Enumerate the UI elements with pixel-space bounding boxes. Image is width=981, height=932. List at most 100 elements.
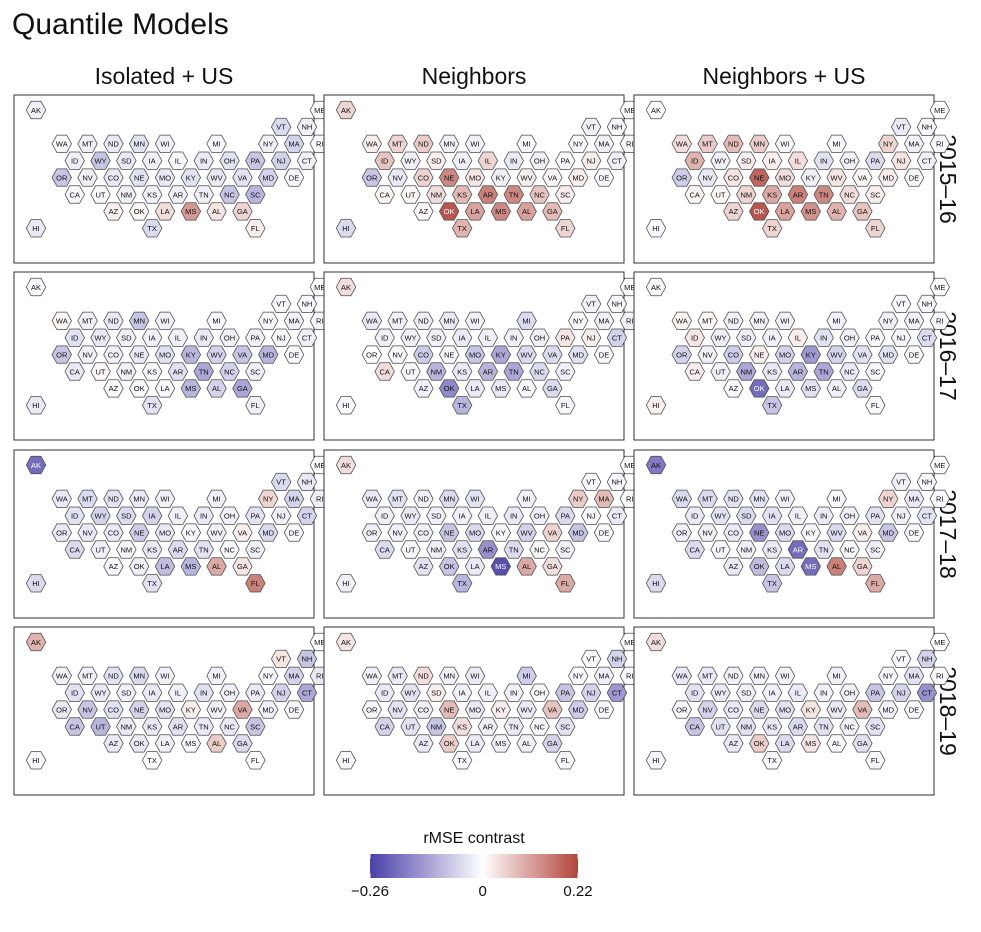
state-label: NJ bbox=[897, 512, 906, 521]
state-hex bbox=[219, 362, 240, 381]
state-label: VT bbox=[896, 655, 906, 664]
state-hex bbox=[464, 345, 486, 364]
state-hex bbox=[283, 345, 305, 364]
state-label: SD bbox=[741, 689, 752, 698]
column-title: Neighbors + US bbox=[703, 63, 866, 89]
state-hex bbox=[296, 472, 318, 491]
state-label: AL bbox=[212, 739, 221, 748]
state-hex bbox=[296, 151, 318, 170]
state-label: OR bbox=[56, 173, 68, 182]
state-hex bbox=[270, 294, 292, 313]
state-label: WI bbox=[160, 495, 169, 504]
state-hex bbox=[606, 649, 628, 668]
state-hex bbox=[361, 666, 383, 685]
state-hex bbox=[671, 134, 692, 153]
state-hex bbox=[774, 379, 796, 398]
state-label: MS bbox=[495, 562, 506, 571]
state-hex bbox=[749, 734, 770, 753]
state-hex bbox=[878, 311, 899, 330]
state-hex bbox=[232, 345, 253, 364]
state-label: CT bbox=[302, 512, 312, 521]
state-label: NH bbox=[611, 655, 622, 664]
state-hex bbox=[387, 311, 408, 330]
state-hex bbox=[516, 523, 537, 542]
state-label: RI bbox=[936, 672, 944, 681]
state-label: NH bbox=[921, 655, 932, 664]
state-hex bbox=[787, 328, 809, 347]
hexmap-panel: AK ME VT NH WA MT ND MN WI MI NY MA RI ID WY SD IA IL IN OH… bbox=[323, 626, 640, 796]
state-label: KY bbox=[496, 173, 506, 182]
state-hex bbox=[451, 219, 473, 238]
state-hex bbox=[555, 574, 576, 593]
state-hex bbox=[723, 557, 744, 576]
state-hex bbox=[903, 345, 925, 364]
column-titles: Isolated + US Neighbors Neighbors + US bbox=[95, 63, 866, 89]
state-hex bbox=[103, 311, 124, 330]
state-hex bbox=[258, 523, 279, 542]
state-hex bbox=[929, 455, 950, 475]
state-label: NH bbox=[921, 478, 932, 487]
state-label: TN bbox=[819, 367, 829, 376]
state-hex bbox=[426, 506, 447, 525]
state-label: SC bbox=[250, 722, 261, 731]
state-hex bbox=[542, 523, 563, 542]
state-hex bbox=[128, 734, 150, 753]
state-hex bbox=[878, 345, 899, 364]
state-hex bbox=[761, 219, 783, 238]
state-label: PA bbox=[561, 157, 570, 166]
state-label: IA bbox=[769, 334, 776, 343]
state-hex bbox=[529, 151, 550, 170]
state-hex bbox=[270, 683, 292, 702]
state-hex bbox=[606, 506, 628, 525]
state-label: ID bbox=[381, 334, 389, 343]
state-hex bbox=[890, 328, 912, 347]
state-label: NY bbox=[573, 495, 583, 504]
state-label: WI bbox=[780, 140, 789, 149]
state-label: NJ bbox=[277, 157, 286, 166]
state-hex bbox=[154, 311, 176, 330]
state-label: VT bbox=[896, 300, 906, 309]
state-hex bbox=[400, 506, 421, 525]
state-label: TX bbox=[147, 579, 157, 588]
state-label: PA bbox=[871, 334, 880, 343]
state-hex bbox=[490, 202, 512, 221]
state-label: MD bbox=[262, 705, 274, 714]
state-label: NV bbox=[82, 173, 92, 182]
state-hex bbox=[128, 345, 150, 364]
colorbar-title: rMSE contrast bbox=[423, 830, 525, 847]
state-label: ND bbox=[728, 140, 739, 149]
state-label: SD bbox=[121, 689, 132, 698]
state-label: PA bbox=[561, 512, 570, 521]
state-hex bbox=[774, 666, 796, 685]
state-hex bbox=[258, 700, 279, 719]
state-hex bbox=[529, 362, 550, 381]
state-hex bbox=[774, 523, 796, 542]
state-hex bbox=[839, 506, 860, 525]
state-hex bbox=[749, 134, 770, 153]
state-hex bbox=[413, 168, 434, 187]
state-label: IN bbox=[820, 157, 828, 166]
state-hex bbox=[684, 540, 705, 559]
state-label: ME bbox=[934, 461, 945, 470]
state-label: NY bbox=[263, 495, 273, 504]
state-label: ME bbox=[624, 638, 635, 647]
state-hex bbox=[503, 328, 524, 347]
state-label: IN bbox=[200, 689, 208, 698]
state-label: AZ bbox=[729, 207, 739, 216]
state-label: SD bbox=[431, 512, 442, 521]
state-label: CA bbox=[69, 190, 79, 199]
state-hex bbox=[387, 523, 408, 542]
state-hex bbox=[451, 362, 473, 381]
state-label: FL bbox=[871, 224, 880, 233]
state-hex bbox=[516, 168, 537, 187]
state-label: IL bbox=[175, 334, 181, 343]
state-hex bbox=[761, 506, 783, 525]
state-hex bbox=[878, 489, 899, 508]
state-hex bbox=[413, 345, 434, 364]
state-label: NJ bbox=[587, 689, 596, 698]
state-hex bbox=[813, 185, 834, 204]
state-hex bbox=[865, 751, 886, 770]
state-hex bbox=[916, 472, 938, 491]
state-hex bbox=[128, 168, 150, 187]
state-label: MA bbox=[598, 140, 609, 149]
